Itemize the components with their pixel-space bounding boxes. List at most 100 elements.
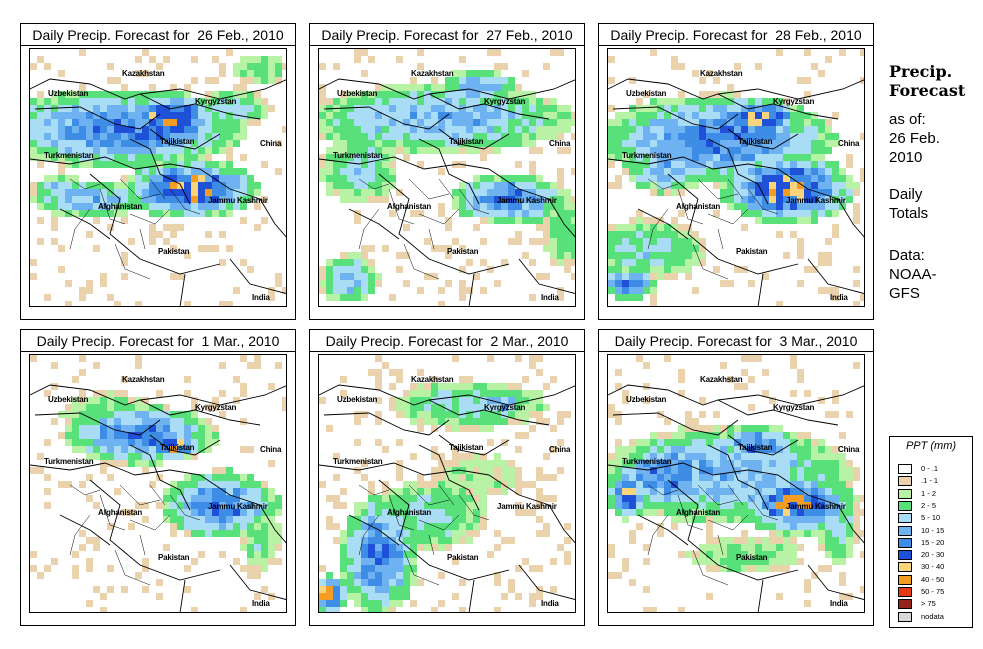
precip-cell: [177, 189, 184, 196]
precip-cell: [571, 252, 575, 259]
precip-cell: [452, 383, 459, 390]
precip-cell: [769, 460, 776, 467]
precip-cell: [671, 245, 678, 252]
precip-cell: [536, 488, 543, 495]
precip-cell: [368, 280, 375, 287]
precip-cell: [121, 418, 128, 425]
map-label-tajikistan: Tajikistan: [449, 137, 484, 146]
precip-cell: [473, 175, 480, 182]
precip-cell: [163, 182, 170, 189]
precip-cell: [776, 537, 783, 544]
precip-cell: [762, 98, 769, 105]
precip-cell: [522, 390, 529, 397]
country-border: [717, 93, 839, 120]
precip-cell: [410, 551, 417, 558]
province-border: [119, 484, 161, 506]
precip-cell: [354, 523, 361, 530]
precip-cell: [184, 203, 191, 210]
precip-cell: [494, 280, 501, 287]
precip-cell: [804, 49, 811, 56]
precip-cell: [832, 168, 839, 175]
precip-cell: [685, 502, 692, 509]
precip-cell: [650, 287, 657, 294]
precip-cell: [671, 481, 678, 488]
province-border: [403, 243, 440, 280]
precip-cell: [368, 273, 375, 280]
precip-cell: [424, 390, 431, 397]
precip-cell: [424, 383, 431, 390]
precip-cell: [706, 439, 713, 446]
precip-cell: [804, 154, 811, 161]
precip-cell: [769, 161, 776, 168]
precip-cell: [226, 301, 233, 306]
precip-cell: [622, 154, 629, 161]
precip-cell: [748, 537, 755, 544]
precip-cell: [198, 168, 205, 175]
precip-cell: [769, 523, 776, 530]
precip-cell: [811, 572, 818, 579]
precip-cell: [452, 481, 459, 488]
precip-cell: [121, 425, 128, 432]
precip-cell: [692, 502, 699, 509]
precip-cell: [636, 266, 643, 273]
precip-cell: [431, 411, 438, 418]
precip-cell: [72, 196, 79, 203]
precip-cell: [340, 502, 347, 509]
precip-cell: [713, 565, 720, 572]
precip-cell: [205, 91, 212, 98]
precip-cell: [382, 502, 389, 509]
precip-cell: [375, 91, 382, 98]
precip-cell: [44, 439, 51, 446]
precip-cell: [333, 98, 340, 105]
precip-cell: [748, 210, 755, 217]
precip-cell: [445, 467, 452, 474]
precip-cell: [636, 488, 643, 495]
precip-cell: [515, 238, 522, 245]
precip-cell: [657, 446, 664, 453]
precip-cell: [198, 105, 205, 112]
country-border: [807, 564, 864, 600]
precip-cell: [473, 140, 480, 147]
precip-cell: [261, 481, 268, 488]
precip-cell: [755, 558, 762, 565]
precip-cell: [825, 147, 832, 154]
precip-cell: [396, 544, 403, 551]
precip-cell: [233, 495, 240, 502]
precip-cell: [776, 530, 783, 537]
precip-cell: [734, 91, 741, 98]
precip-cell: [629, 537, 636, 544]
precip-cell: [58, 168, 65, 175]
precip-cell: [163, 425, 170, 432]
precip-cell: [128, 91, 135, 98]
map-label-kyrgyzstan: Kyrgyzstan: [484, 97, 526, 106]
precip-cell: [557, 439, 564, 446]
precip-cell: [860, 586, 864, 593]
precip-cell: [340, 287, 347, 294]
precip-cell: [114, 119, 121, 126]
precip-cell: [254, 572, 261, 579]
precip-cell: [762, 481, 769, 488]
precip-cell: [86, 537, 93, 544]
precip-cell: [72, 140, 79, 147]
precip-cell: [368, 530, 375, 537]
precip-cell: [191, 161, 198, 168]
map-label-india: India: [830, 293, 848, 302]
precip-cell: [121, 376, 128, 383]
precip-cell: [254, 502, 261, 509]
precip-cell: [163, 189, 170, 196]
precip-cell: [783, 203, 790, 210]
precip-cell: [466, 189, 473, 196]
precip-cell: [268, 530, 275, 537]
precip-cell: [608, 245, 615, 252]
country-border: [727, 434, 799, 456]
precip-cell: [170, 196, 177, 203]
precip-cell: [734, 495, 741, 502]
precip-cell: [804, 196, 811, 203]
precip-cell: [282, 126, 286, 133]
precip-cell: [382, 488, 389, 495]
precip-cell: [268, 460, 275, 467]
precip-cell: [501, 182, 508, 189]
precip-cell: [804, 488, 811, 495]
precip-cell: [114, 133, 121, 140]
precip-cell: [699, 133, 706, 140]
